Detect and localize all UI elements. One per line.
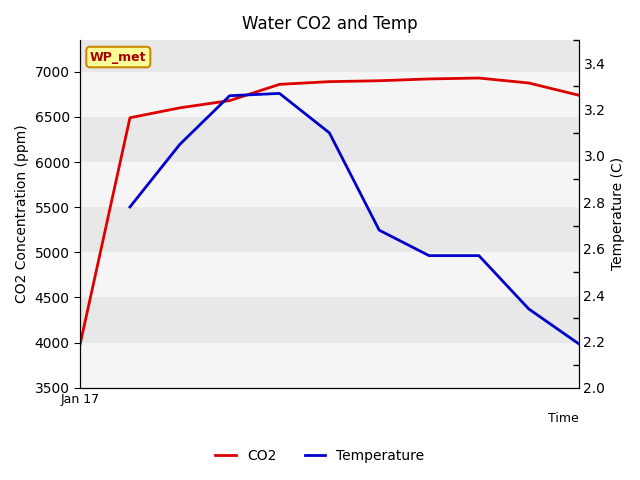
Text: WP_met: WP_met [90, 50, 147, 63]
Text: Time: Time [548, 412, 579, 425]
Title: Water CO2 and Temp: Water CO2 and Temp [241, 15, 417, 33]
Bar [80, 162, 579, 207]
Y-axis label: Temperature (C): Temperature (C) [611, 157, 625, 271]
Legend: CO2, Temperature: CO2, Temperature [210, 443, 430, 468]
Bar [80, 343, 579, 388]
Bar [80, 252, 579, 298]
Bar [80, 72, 579, 117]
Y-axis label: CO2 Concentration (ppm): CO2 Concentration (ppm) [15, 125, 29, 303]
